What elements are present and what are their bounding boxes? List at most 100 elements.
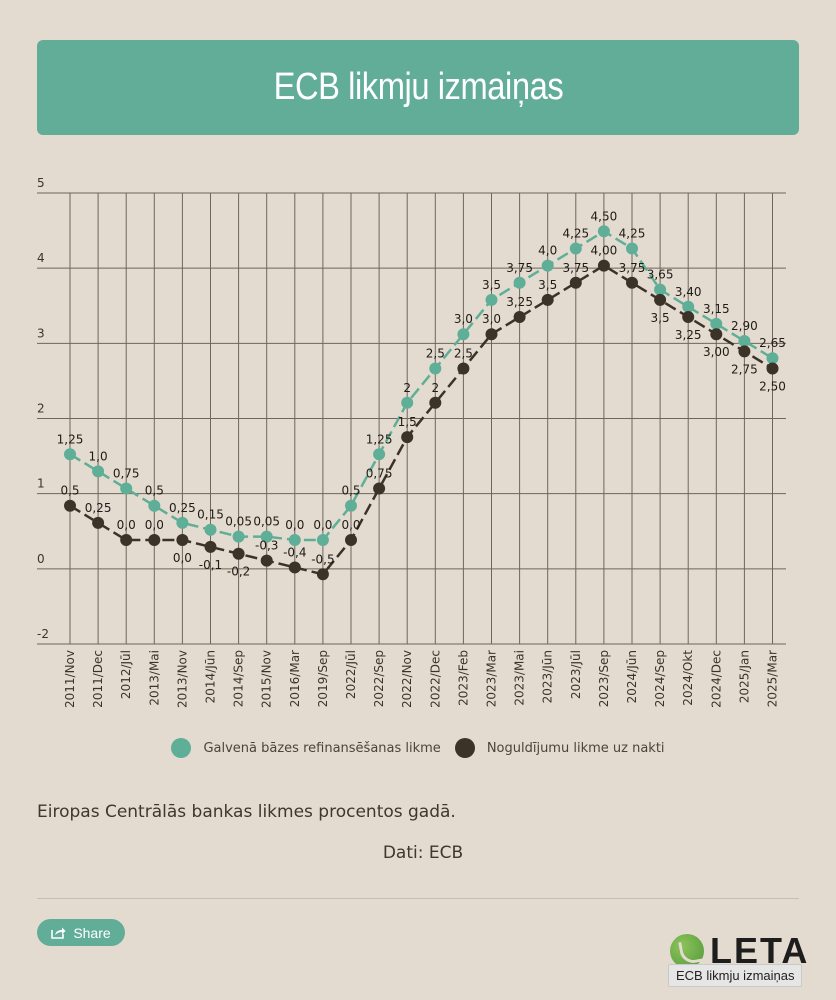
chart-caption: Eiropas Centrālās bankas likmes procento…: [37, 802, 456, 822]
data-label: 3,15: [703, 302, 730, 316]
data-label: 3,5: [651, 311, 670, 325]
divider: [37, 898, 799, 899]
data-label: 1,0: [89, 449, 108, 463]
data-point: [288, 534, 301, 546]
data-point: [513, 276, 526, 289]
data-label: -0,5: [311, 552, 334, 566]
data-point: [288, 561, 301, 574]
data-point: [457, 328, 470, 341]
data-point: [654, 283, 667, 296]
y-tick-label: 1: [37, 477, 45, 491]
x-tick-label: 2022/Jūl: [344, 650, 358, 699]
data-label: 4,25: [562, 226, 589, 240]
data-point: [204, 523, 217, 536]
share-icon: [51, 927, 66, 939]
data-point: [373, 482, 386, 495]
y-tick-label: 2: [37, 402, 45, 416]
data-point: [682, 311, 695, 324]
data-label: 3,25: [506, 295, 533, 309]
x-tick-label: 2024/Sep: [653, 650, 667, 707]
x-tick-label: 2023/Mai: [513, 650, 527, 706]
tooltip: ECB likmju izmaiņas: [668, 964, 803, 987]
data-label: 0,0: [285, 518, 304, 532]
x-tick-label: 2011/Nov: [63, 650, 77, 708]
x-tick-label: 2022/Nov: [400, 650, 414, 708]
data-point: [232, 530, 245, 543]
data-point: [541, 293, 554, 306]
x-tick-label: 2022/Dec: [428, 650, 442, 708]
leta-logo-mark-icon: [670, 934, 704, 968]
data-point: [710, 317, 723, 330]
data-point: [766, 352, 779, 365]
legend-item-refinancing[interactable]: Galvenā bāzes refinansēšanas likme: [171, 738, 441, 758]
data-point: [345, 534, 357, 546]
data-label: 2,90: [731, 319, 758, 333]
data-point: [92, 516, 105, 529]
data-label: 3,25: [675, 328, 702, 342]
x-tick-label: 2024/Jūn: [625, 650, 639, 703]
data-point: [429, 396, 442, 409]
data-label: 0,25: [169, 501, 196, 515]
data-point: [541, 259, 554, 272]
data-point: [148, 534, 161, 546]
data-label: 2: [431, 381, 439, 395]
data-point: [316, 568, 329, 581]
data-point: [176, 534, 189, 546]
data-label: 0,5: [341, 484, 360, 498]
data-point: [513, 311, 526, 324]
data-label: 0,0: [341, 518, 360, 532]
data-point: [120, 482, 133, 495]
data-label: 0,75: [366, 467, 393, 481]
data-label: 3,0: [454, 312, 473, 326]
title-banner: ECB likmju izmaiņas: [37, 40, 799, 135]
x-tick-label: 2014/Sep: [232, 650, 246, 707]
x-tick-label: 2024/Dec: [709, 650, 723, 708]
data-point: [148, 499, 161, 512]
data-point: [654, 293, 667, 306]
legend-label-deposit: Noguldījumu likme uz nakti: [486, 740, 665, 756]
data-source-text: Dati: ECB: [382, 843, 464, 863]
y-tick-label: 5: [37, 176, 45, 190]
data-point: [485, 293, 498, 306]
data-point: [64, 448, 76, 461]
share-label: Share: [73, 924, 111, 941]
data-point: [401, 396, 414, 409]
x-tick-label: 2015/Nov: [260, 650, 274, 708]
share-button[interactable]: Share: [37, 919, 125, 946]
data-label: 0,15: [197, 508, 224, 522]
data-point: [176, 516, 189, 529]
x-tick-label: 2016/Mar: [288, 650, 302, 707]
data-point: [120, 534, 133, 546]
data-label: 4,50: [591, 209, 618, 223]
data-label: 3,0: [482, 312, 501, 326]
data-point: [316, 534, 329, 546]
x-tick-label: 2023/Mar: [485, 650, 499, 707]
legend-swatch-deposit: [454, 738, 475, 758]
data-point: [92, 465, 105, 478]
line-chart: 5 4 3 2 1 0 -2 2011/Nov 2011/Dec 2012/Jūl 2013/Ma…: [37, 176, 786, 708]
data-label: 3,75: [562, 261, 589, 275]
data-label: -0,1: [199, 558, 222, 572]
x-tick-label: 2025/Mar: [766, 650, 780, 707]
data-label: -0,4: [283, 545, 306, 559]
data-label: 0,0: [117, 518, 136, 532]
legend: Galvenā bāzes refinansēšanas likme Nogul…: [0, 738, 836, 758]
legend-swatch-refinancing: [171, 738, 192, 758]
y-tick-label: 4: [37, 251, 45, 265]
leta-logo[interactable]: LETA: [670, 930, 809, 972]
y-axis-ticks: 5 4 3 2 1 0 -2: [37, 176, 49, 641]
data-label: 1,25: [366, 432, 393, 446]
x-tick-label: 2013/Nov: [175, 650, 189, 708]
data-label: 0,0: [145, 518, 164, 532]
data-label: -0,3: [255, 539, 278, 553]
legend-label-refinancing: Galvenā bāzes refinansēšanas likme: [203, 740, 441, 756]
data-label: 2,5: [454, 347, 473, 361]
data-label: 3,40: [675, 285, 702, 299]
data-point: [738, 335, 751, 348]
data-point: [710, 328, 723, 341]
data-label: 3,5: [538, 278, 557, 292]
legend-item-deposit[interactable]: Noguldījumu likme uz nakti: [454, 738, 665, 758]
data-label: 0,05: [225, 515, 252, 529]
data-label: 4,00: [591, 244, 618, 258]
data-point: [626, 242, 638, 255]
